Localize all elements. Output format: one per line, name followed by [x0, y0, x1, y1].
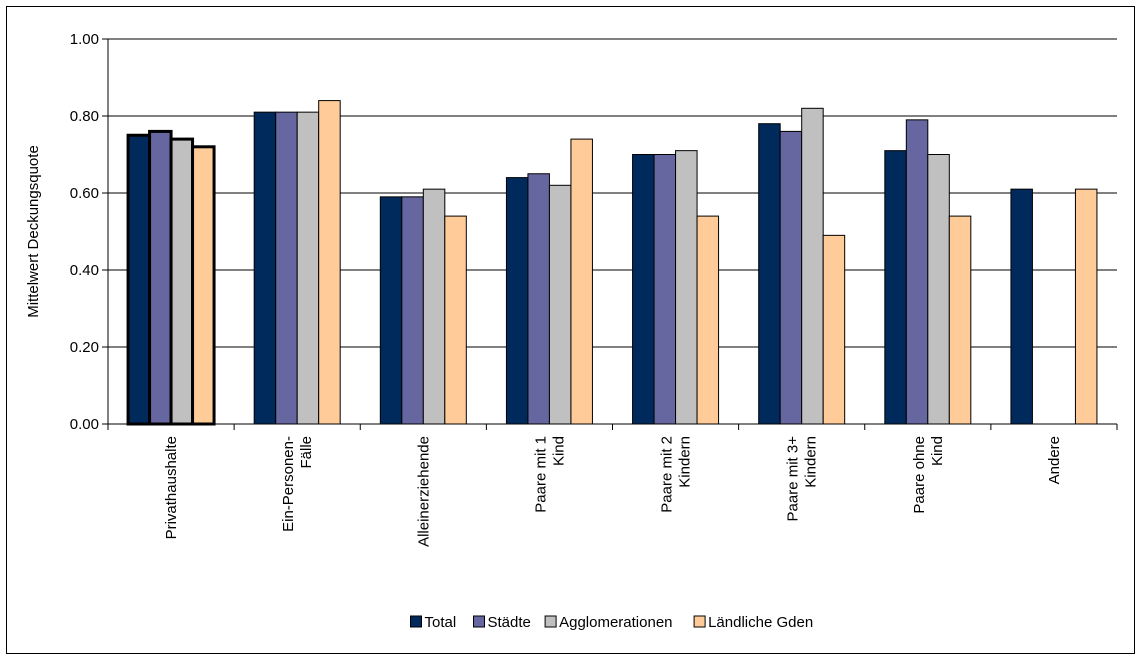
x-category-label: Paare mit 1: [532, 436, 549, 513]
x-category-label: Ein-Personen-: [280, 436, 297, 532]
bar: [126, 133, 152, 426]
legend-swatch: [410, 615, 422, 628]
bar: [1074, 188, 1098, 425]
bar: [148, 129, 173, 426]
bar: [253, 111, 277, 425]
bar: [696, 215, 720, 425]
bar: [1010, 188, 1033, 425]
y-tick-label: 1.00: [70, 31, 99, 48]
bar: [548, 184, 572, 425]
y-tick-label: 0.60: [70, 185, 99, 202]
bar: [505, 177, 529, 425]
x-category-label: Fälle: [298, 436, 315, 469]
x-category-label: Paare mit 2: [659, 436, 676, 513]
x-category-label: Paare mit 3+: [785, 436, 802, 522]
bar: [675, 150, 698, 425]
y-tick-label: 0.20: [70, 339, 99, 356]
bar: [527, 173, 550, 425]
legend-swatch: [693, 615, 706, 628]
x-category-label: Kind: [550, 436, 567, 466]
x-category-label: Paare ohne: [911, 436, 928, 514]
y-tick-label: 0.00: [70, 416, 99, 433]
bar: [779, 130, 803, 425]
bar: [296, 111, 320, 425]
bar: [169, 137, 195, 426]
legend-swatch: [473, 615, 485, 628]
bar: [884, 150, 907, 425]
x-category-label: Alleinerziehende: [415, 436, 432, 547]
bar: [948, 215, 972, 425]
bar: [927, 154, 950, 425]
legend-label: Agglomerationen: [559, 614, 672, 631]
bar: [632, 154, 655, 425]
x-category-label: Kindern: [803, 436, 820, 488]
legend-label: Städte: [488, 614, 531, 631]
x-category-label: Andere: [1046, 436, 1063, 484]
bar: [422, 188, 446, 425]
bar: [444, 215, 467, 425]
bar: [822, 234, 846, 425]
x-category-label: Kindern: [677, 436, 694, 488]
x-category-label: Privathaushalte: [163, 436, 180, 539]
y-tick-label: 0.40: [70, 262, 99, 279]
bar: [653, 154, 677, 425]
bar: [570, 138, 593, 425]
bar: [401, 196, 424, 425]
bar: [191, 145, 216, 426]
bar: [318, 100, 341, 425]
bar: [379, 196, 403, 425]
x-category-label: Kind: [929, 436, 946, 466]
y-tick-label: 0.80: [70, 108, 99, 125]
legend-label: Ländliche Gden: [708, 614, 813, 631]
bar: [905, 119, 929, 425]
legend-swatch: [544, 615, 557, 628]
bar: [275, 111, 298, 425]
bar: [758, 123, 781, 425]
bar: [801, 107, 824, 425]
legend-label: Total: [425, 614, 457, 631]
y-axis-title: Mittelwert Deckungsquote: [25, 145, 42, 318]
